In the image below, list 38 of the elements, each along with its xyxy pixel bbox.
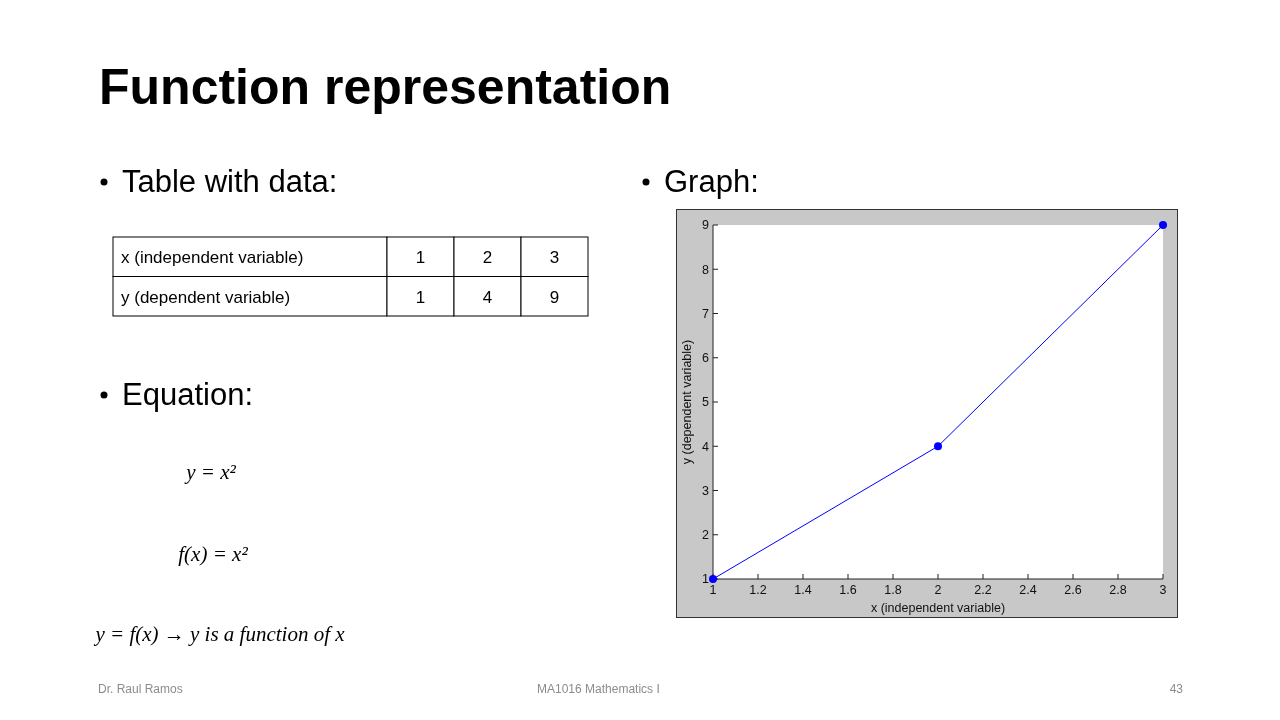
- text: f(x) = x²: [178, 542, 249, 566]
- y-tick-label: 7: [702, 306, 710, 321]
- chart-title: Table with data:: [122, 164, 338, 199]
- x-tick-label: 2.2: [974, 583, 992, 597]
- x-tick-label: 2: [934, 583, 942, 597]
- data-label: 3: [549, 248, 560, 267]
- point: [1159, 221, 1167, 229]
- y-tick-label: 8: [702, 262, 710, 277]
- chart-title: Function representation: [99, 59, 672, 115]
- text: y = x²: [184, 460, 237, 484]
- y-tick-label: 5: [702, 395, 710, 410]
- x-axis-title: x (independent variable): [870, 601, 1006, 615]
- x-tick-label: 2.4: [1019, 583, 1037, 597]
- y-tick-label: 3: [702, 483, 710, 498]
- x-tick-label: 1.2: [749, 583, 767, 597]
- text: Equation:: [122, 377, 253, 412]
- x-tick-label: 3: [1159, 583, 1167, 597]
- text: Dr. Raul Ramos: [98, 682, 183, 696]
- x-tick-label: 1.8: [884, 583, 902, 597]
- chart-subtitle: Graph:: [664, 164, 759, 199]
- y-tick-label: 1: [702, 572, 710, 587]
- data-label: 9: [549, 287, 560, 307]
- data-label: 1: [415, 287, 426, 307]
- point: [934, 442, 942, 451]
- text: MA1016 Mathematics I: [537, 682, 660, 696]
- x-tick-label: 2.8: [1109, 583, 1127, 597]
- y-tick-label: 4: [702, 439, 710, 454]
- y-tick-label: 9: [702, 218, 710, 233]
- x-tick-label: 1.6: [839, 583, 857, 597]
- y-tick-label: 2: [702, 528, 710, 543]
- y-tick-label: 6: [702, 351, 710, 366]
- x-tick-label: 2.6: [1064, 583, 1082, 597]
- data-label: 4: [482, 287, 493, 307]
- text: y = f(x) → y is a function of x: [93, 622, 346, 646]
- data-label: 2: [482, 248, 493, 267]
- x-tick-label: 1.4: [794, 583, 812, 597]
- data-label: 1: [415, 248, 426, 267]
- text: 43: [1169, 682, 1184, 696]
